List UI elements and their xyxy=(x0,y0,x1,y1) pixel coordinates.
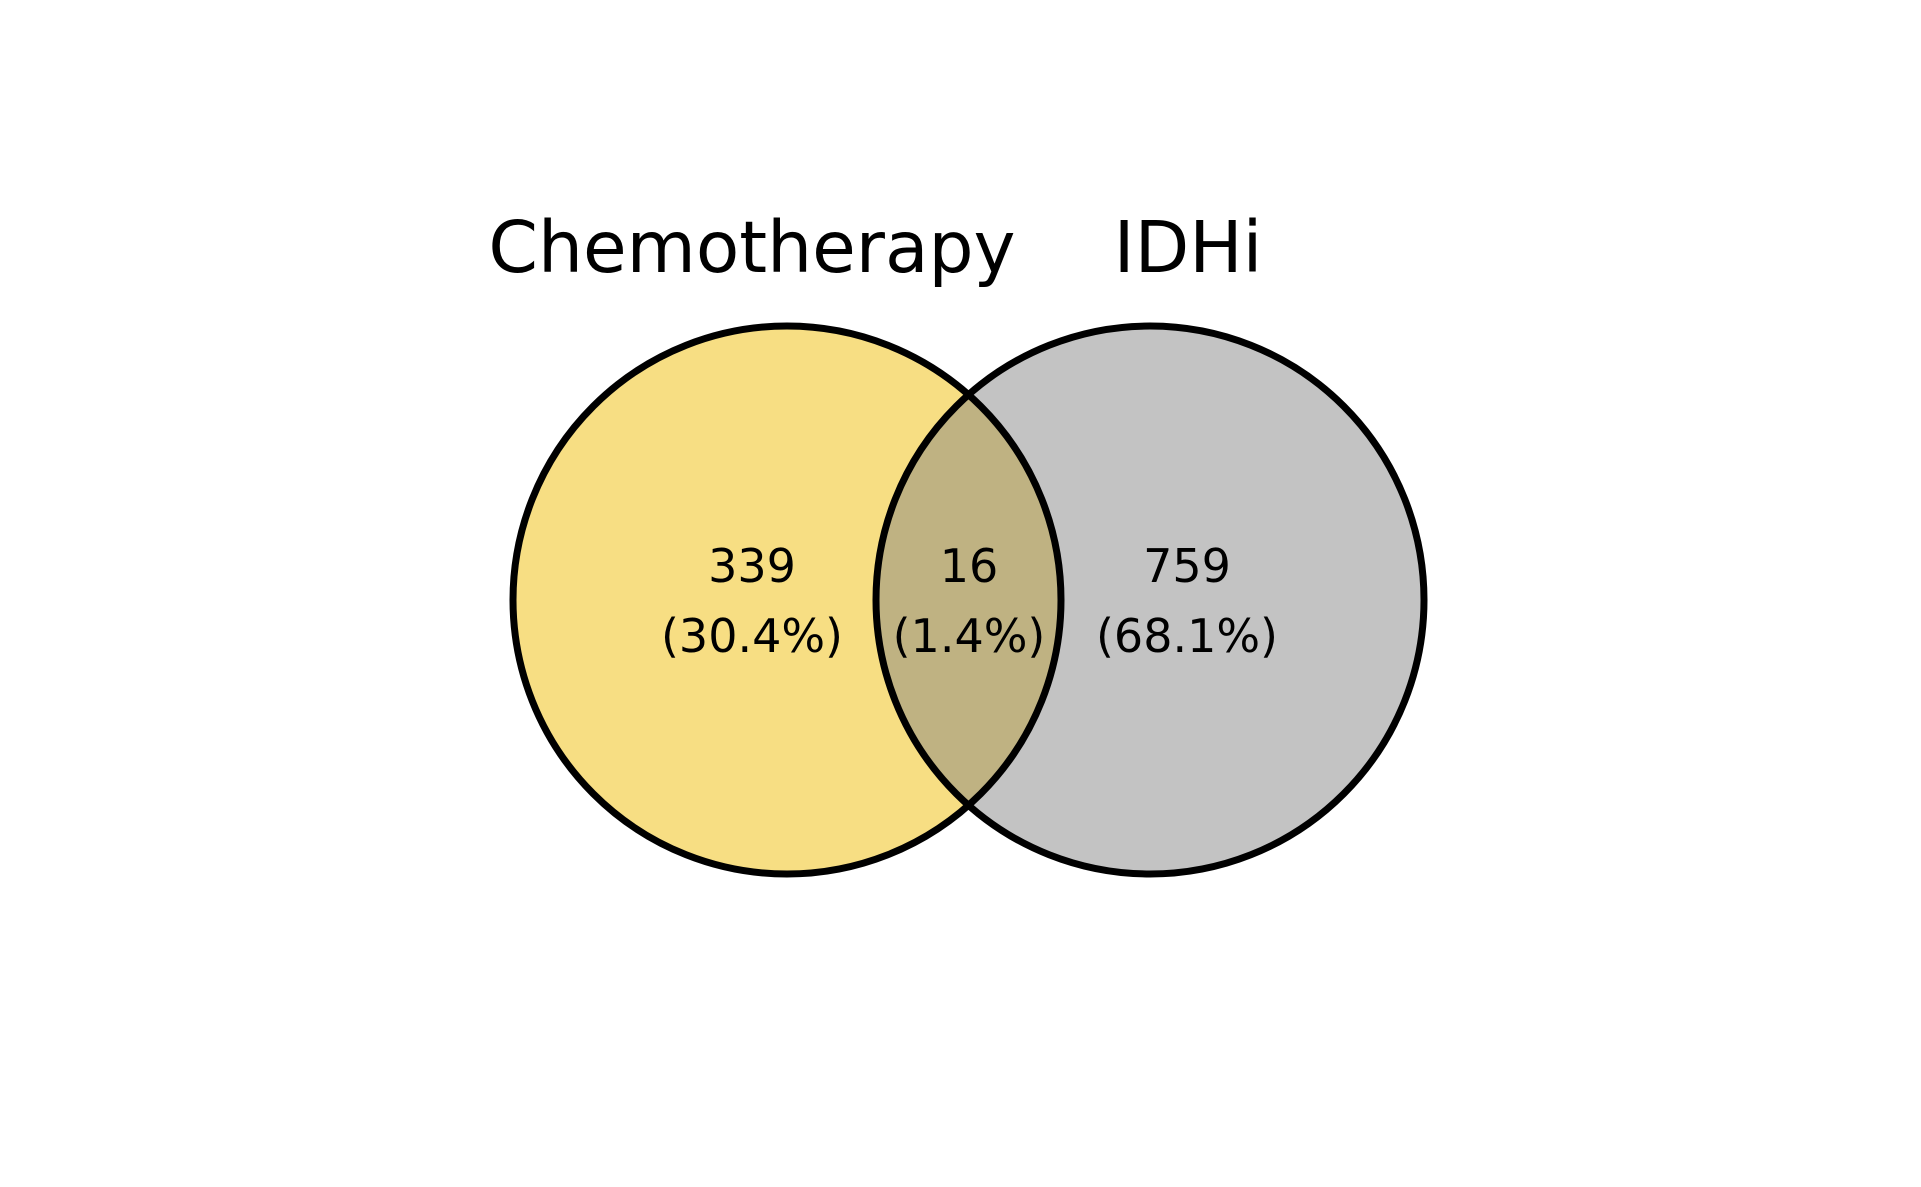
overlap-region xyxy=(876,326,1061,874)
left-only-count: 339 xyxy=(708,539,796,593)
idhi-label: IDHi xyxy=(1114,206,1263,289)
overlap-count: 16 xyxy=(940,539,999,593)
right-only-count: 759 xyxy=(1143,539,1231,593)
idhi-outline xyxy=(872,322,1428,878)
chemotherapy-outline xyxy=(509,322,1065,878)
right-only-percent: (68.1%) xyxy=(1096,609,1278,663)
left-only-percent: (30.4%) xyxy=(661,609,843,663)
chemotherapy-label: Chemotherapy xyxy=(488,206,1015,289)
overlap-percent: (1.4%) xyxy=(893,609,1046,663)
